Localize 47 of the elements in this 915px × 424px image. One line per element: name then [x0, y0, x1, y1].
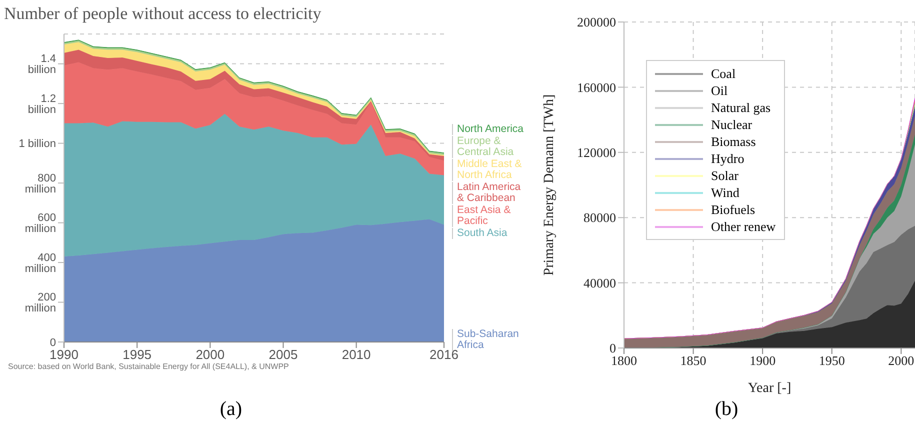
series-label: Europe & Central Asia [452, 135, 526, 158]
x-tick-label: 1800 [611, 353, 637, 368]
x-tick-label: 1995 [122, 347, 152, 362]
y-tick-label: 800 million [24, 172, 56, 196]
y-tick-label: 1 billion [18, 138, 56, 150]
chart-title: Number of people without access to electricity [4, 4, 322, 24]
x-tick-label: 1850 [680, 353, 706, 368]
legend-label: Natural gas [711, 99, 771, 116]
x-tick-label: 2005 [268, 347, 298, 362]
y-axis-title: Primary Energy Demann [TWh] [542, 94, 557, 276]
y-tick-label: 400 million [24, 252, 56, 275]
series-label: Middle East & North Africa [452, 158, 526, 181]
legend-label: Solar [711, 167, 738, 184]
source-note: Source: based on World Bank, Sustainable Energy for All (SE4ALL), & UNWPP [7, 362, 290, 371]
x-tick-label: 1990 [50, 347, 78, 362]
legend-label: Biofuels [711, 201, 756, 218]
y-tick-label: 600 million [24, 212, 56, 236]
x-tick-label: 2000 [196, 347, 225, 362]
series-label: Sub-Saharan Africa [452, 328, 526, 351]
y-tick-label: 1.4 billion [28, 53, 56, 76]
legend-label: Wind [711, 184, 740, 201]
legend-label: Coal [711, 65, 736, 82]
legend-label: Hydro [711, 150, 744, 167]
x-axis-title: Year [-] [748, 381, 792, 396]
legend-label: Other renew [711, 218, 776, 235]
y-tick-label: 0 [50, 336, 56, 349]
y-tick-label: 200000 [577, 14, 616, 30]
y-tick-label: 120000 [577, 145, 616, 160]
series-label: South Asia [452, 227, 526, 239]
x-tick-label: 2000 [888, 353, 914, 368]
legend-label: Nuclear [711, 116, 752, 133]
y-tick-label: 200 million [24, 292, 56, 315]
x-tick-label: 2010 [342, 347, 371, 362]
y-tick-label: 80000 [584, 210, 616, 226]
y-tick-label: 40000 [584, 275, 616, 290]
text: (a) [218, 398, 244, 421]
x-tick-label: 1950 [818, 353, 845, 368]
text: East Asia & Pacific [452, 204, 526, 227]
y-tick-label: 0 [610, 340, 616, 356]
legend-label: Oil [711, 82, 728, 99]
text: (b) [714, 398, 740, 421]
text: Latin America & Caribbean [452, 181, 526, 204]
legend-label: Biomass [711, 133, 756, 150]
y-tick-label: 160000 [577, 80, 616, 95]
x-tick-label: 1900 [750, 353, 776, 368]
text: North America [452, 123, 526, 135]
y-tick-label: 1.2 billion [28, 92, 56, 116]
